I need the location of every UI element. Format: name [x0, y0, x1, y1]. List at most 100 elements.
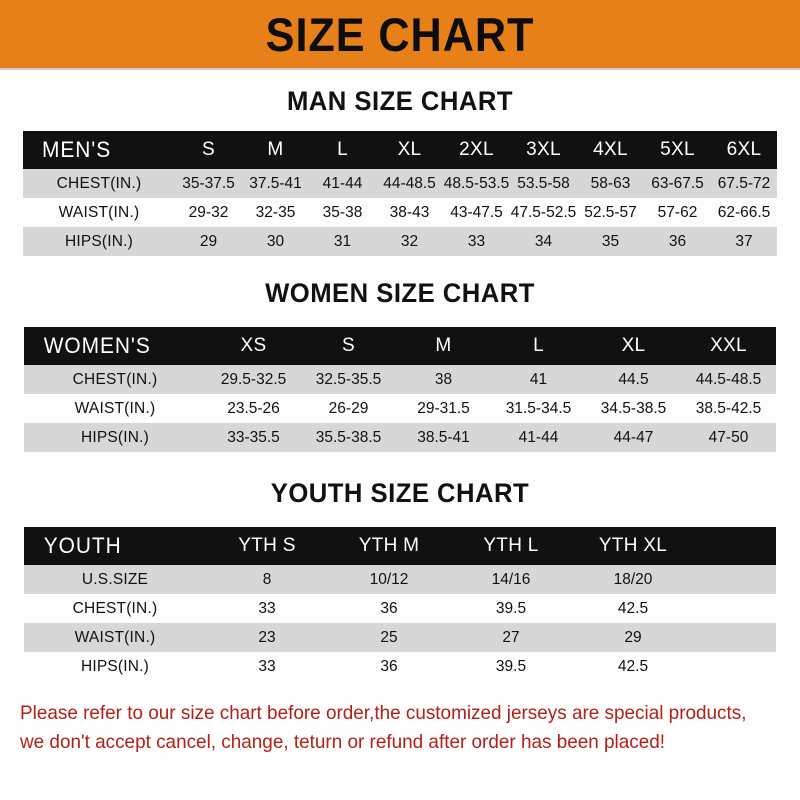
youth-cell-2-3: 29	[624, 628, 642, 646]
women-row-label-0: CHEST(IN.)	[72, 370, 158, 388]
men-cell-2-2: 31	[333, 232, 352, 250]
table-row: U.S.SIZE 8 10/12 14/16 18/20	[24, 565, 776, 594]
women-cell-0-1: 32.5-35.5	[315, 370, 382, 388]
youth-size-col-2: YTH L	[483, 535, 539, 556]
youth-cell-1-4	[694, 594, 776, 623]
men-cell-0-7: 63-67.5	[651, 174, 704, 192]
youth-row-label-3: HIPS(IN.)	[80, 657, 150, 675]
table-row: WAIST(IN.) 29-32 32-35 35-38 38-43 43-47…	[23, 198, 777, 227]
men-cell-1-5: 47.5-52.5	[510, 203, 577, 221]
youth-cell-0-1: 10/12	[369, 570, 409, 588]
men-cell-1-0: 29-32	[188, 203, 229, 221]
women-cell-0-2: 38	[434, 370, 453, 388]
men-size-col-0: S	[202, 139, 215, 160]
men-row-label-0: CHEST(IN.)	[56, 174, 142, 192]
table-row: WAIST(IN.) 23 25 27 29	[24, 623, 776, 652]
spacer	[0, 681, 800, 699]
men-size-col-8: 6XL	[726, 139, 762, 160]
men-cell-1-3: 38-43	[389, 203, 430, 221]
men-size-col-4: 2XL	[459, 139, 494, 160]
women-size-col-1: S	[342, 335, 355, 356]
men-size-col-6: 4XL	[593, 139, 628, 160]
disclaimer-line-1: Please refer to our size chart before or…	[20, 702, 747, 724]
youth-cell-0-0: 8	[262, 570, 272, 588]
youth-size-table: YOUTH YTH S YTH M YTH L YTH XL U.S.SIZE …	[24, 527, 776, 681]
youth-header-row: YOUTH YTH S YTH M YTH L YTH XL	[24, 527, 776, 565]
youth-cell-1-0: 33	[258, 599, 276, 617]
youth-cell-1-1: 36	[380, 599, 398, 617]
men-cell-0-4: 48.5-53.5	[443, 174, 510, 192]
youth-cell-2-0: 23	[258, 628, 276, 646]
youth-cell-0-4	[694, 565, 776, 594]
women-size-col-2: M	[435, 335, 452, 356]
women-row-label-2: HIPS(IN.)	[80, 428, 150, 446]
youth-cell-1-2: 39.5	[495, 599, 527, 617]
youth-size-col-0: YTH S	[238, 535, 296, 556]
men-cell-0-5: 53.5-58	[517, 174, 570, 192]
men-row-label-1: WAIST(IN.)	[58, 203, 140, 221]
table-row: HIPS(IN.) 29 30 31 32 33 34 35 36 37	[23, 227, 777, 256]
men-cell-1-2: 35-38	[322, 203, 363, 221]
youth-cell-2-4	[694, 623, 776, 652]
youth-cell-1-3: 42.5	[617, 599, 649, 617]
women-row-label-1: WAIST(IN.)	[74, 399, 156, 417]
men-row-label-2: HIPS(IN.)	[64, 232, 134, 250]
youth-cell-3-1: 36	[380, 657, 398, 675]
men-header-label: MEN'S	[42, 137, 112, 162]
youth-section: YOUTH SIZE CHART YOUTH YTH S YTH M YTH L…	[0, 478, 800, 681]
men-size-table: MEN'S S M L XL 2XL 3XL 4XL 5XL 6XL CHEST…	[23, 131, 777, 256]
men-cell-1-1: 32-35	[255, 203, 296, 221]
youth-cell-3-4	[694, 652, 776, 681]
women-size-col-3: L	[533, 335, 544, 356]
table-row: CHEST(IN.) 29.5-32.5 32.5-35.5 38 41 44.…	[24, 365, 776, 394]
disclaimer-line-2: we don't accept cancel, change, teturn o…	[20, 731, 666, 753]
women-cell-2-4: 44-47	[613, 428, 654, 446]
table-row: HIPS(IN.) 33-35.5 35.5-38.5 38.5-41 41-4…	[24, 423, 776, 452]
women-header-row: WOMEN'S XS S M L XL XXL	[24, 327, 776, 365]
men-cell-0-2: 41-44	[322, 174, 363, 192]
women-header-label: WOMEN'S	[43, 333, 151, 358]
youth-cell-0-3: 18/20	[613, 570, 653, 588]
women-section-title: WOMEN SIZE CHART	[265, 278, 535, 308]
spacer	[0, 70, 800, 86]
youth-row-label-1: CHEST(IN.)	[72, 599, 158, 617]
youth-cell-3-3: 42.5	[617, 657, 649, 675]
men-cell-0-6: 58-63	[590, 174, 631, 192]
youth-row-label-0: U.S.SIZE	[81, 570, 149, 588]
page-title: SIZE CHART	[265, 7, 535, 61]
men-cell-2-5: 34	[534, 232, 553, 250]
youth-cell-3-2: 39.5	[495, 657, 527, 675]
women-section: WOMEN SIZE CHART WOMEN'S XS S M L XL XXL	[0, 278, 800, 452]
men-cell-2-0: 29	[199, 232, 218, 250]
men-cell-2-1: 30	[266, 232, 285, 250]
men-cell-1-7: 57-62	[657, 203, 698, 221]
table-row: HIPS(IN.) 33 36 39.5 42.5	[24, 652, 776, 681]
women-cell-2-2: 38.5-41	[417, 428, 470, 446]
men-cell-1-8: 62-66.5	[717, 203, 771, 221]
youth-cell-0-2: 14/16	[491, 570, 531, 588]
women-cell-0-5: 44.5-48.5	[695, 370, 762, 388]
women-cell-0-0: 29.5-32.5	[220, 370, 287, 388]
men-size-col-7: 5XL	[660, 139, 695, 160]
spacer	[0, 452, 800, 478]
men-cell-0-1: 37.5-41	[249, 174, 302, 192]
order-disclaimer: Please refer to our size chart before or…	[20, 699, 757, 757]
women-cell-1-5: 38.5-42.5	[695, 399, 762, 417]
women-cell-2-3: 41-44	[518, 428, 559, 446]
table-row: CHEST(IN.) 33 36 39.5 42.5	[24, 594, 776, 623]
youth-header-label: YOUTH	[43, 533, 122, 558]
men-cell-1-4: 43-47.5	[450, 203, 503, 221]
women-size-col-0: XS	[240, 335, 267, 356]
youth-section-title: YOUTH SIZE CHART	[270, 478, 530, 508]
men-section: MAN SIZE CHART MEN'S S M L XL 2XL 3XL 4X…	[0, 86, 800, 256]
men-cell-2-3: 32	[400, 232, 419, 250]
men-header-row: MEN'S S M L XL 2XL 3XL 4XL 5XL 6XL	[23, 131, 777, 169]
men-cell-0-3: 44-48.5	[383, 174, 436, 192]
women-size-table: WOMEN'S XS S M L XL XXL CHEST(IN.) 29.5-…	[24, 327, 776, 452]
women-cell-1-3: 31.5-34.5	[505, 399, 572, 417]
women-cell-1-2: 29-31.5	[417, 399, 470, 417]
men-size-col-2: L	[337, 139, 348, 160]
women-cell-0-4: 44.5	[618, 370, 649, 388]
page-banner: SIZE CHART	[0, 0, 800, 70]
